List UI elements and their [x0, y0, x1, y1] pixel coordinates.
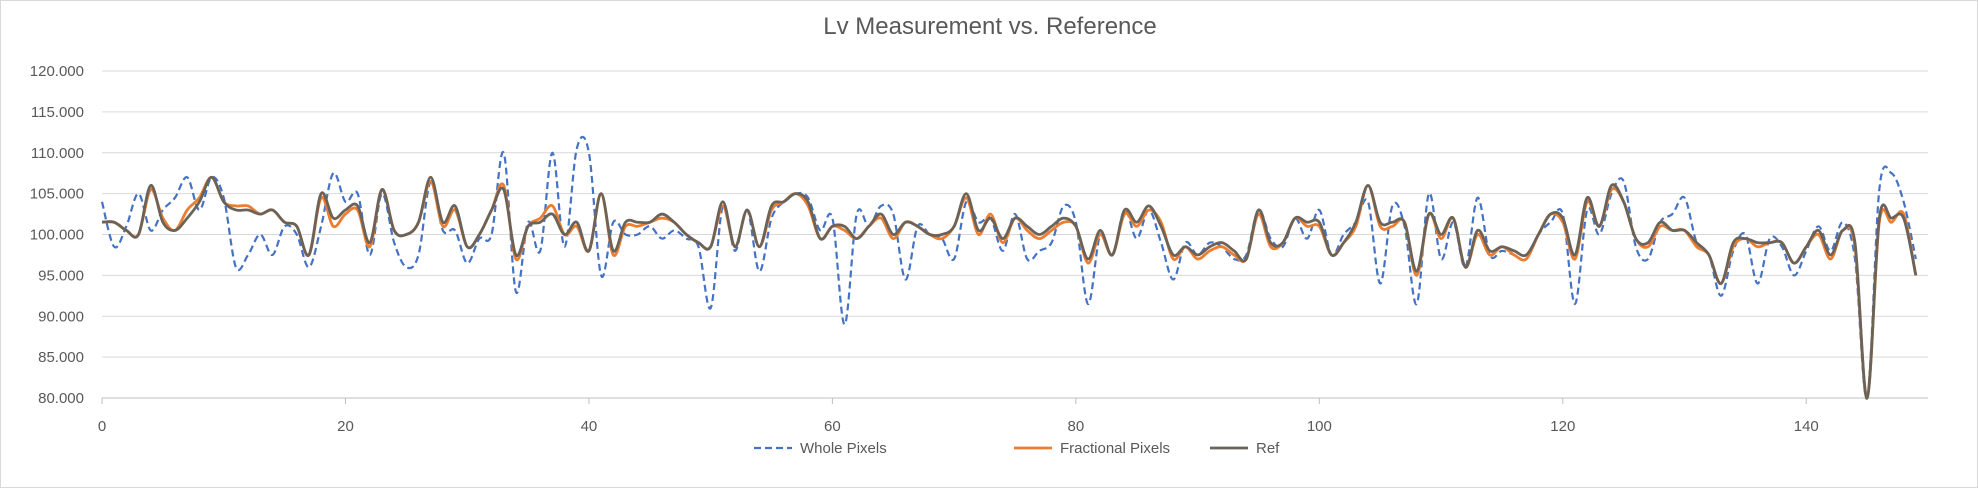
- y-axis-tick-labels: 80.000 85.000 90.000 95.000 100.000 105.000 11…: [30, 63, 84, 407]
- x-tick-label: 140: [1794, 418, 1819, 435]
- legend-item-fractional-pixels: Fractional Pixels: [1014, 440, 1170, 457]
- legend-item-whole-pixels: Whole Pixels: [754, 440, 887, 457]
- series-line-fractional-pixels: [101, 175, 1918, 400]
- x-axis: [101, 397, 1928, 404]
- x-tick-label: 20: [337, 418, 354, 435]
- y-tick-label: 110.000: [31, 145, 84, 162]
- legend-label: Fractional Pixels: [1060, 440, 1170, 457]
- legend: Whole Pixels Fractional Pixels Ref: [754, 440, 1280, 457]
- y-tick-label: 115.000: [31, 104, 84, 121]
- series-lines: [100, 135, 1918, 400]
- x-tick-label: 60: [824, 418, 841, 435]
- y-tick-label: 105.000: [30, 186, 84, 203]
- series-line-ref: [101, 175, 1918, 400]
- x-tick-label: 100: [1307, 418, 1332, 435]
- y-tick-label: 85.000: [38, 349, 84, 366]
- y-tick-label: 95.000: [38, 267, 84, 284]
- x-tick-label: 120: [1550, 418, 1575, 435]
- x-tick-label: 40: [581, 418, 598, 435]
- series-line-whole-pixels: [100, 135, 1917, 400]
- x-tick-label: 0: [98, 418, 106, 435]
- chart-title: Lv Measurement vs. Reference: [823, 13, 1156, 40]
- legend-label: Whole Pixels: [800, 440, 887, 457]
- legend-item-ref: Ref: [1210, 440, 1280, 457]
- y-tick-label: 100.000: [30, 227, 84, 244]
- x-axis-tick-labels: 0 20 40 60 80 100 120 140: [98, 418, 1819, 435]
- x-tick-label: 80: [1068, 418, 1085, 435]
- y-tick-label: 120.000: [30, 63, 84, 80]
- y-tick-label: 80.000: [38, 390, 84, 407]
- legend-label: Ref: [1256, 440, 1280, 457]
- y-tick-label: 90.000: [38, 308, 84, 325]
